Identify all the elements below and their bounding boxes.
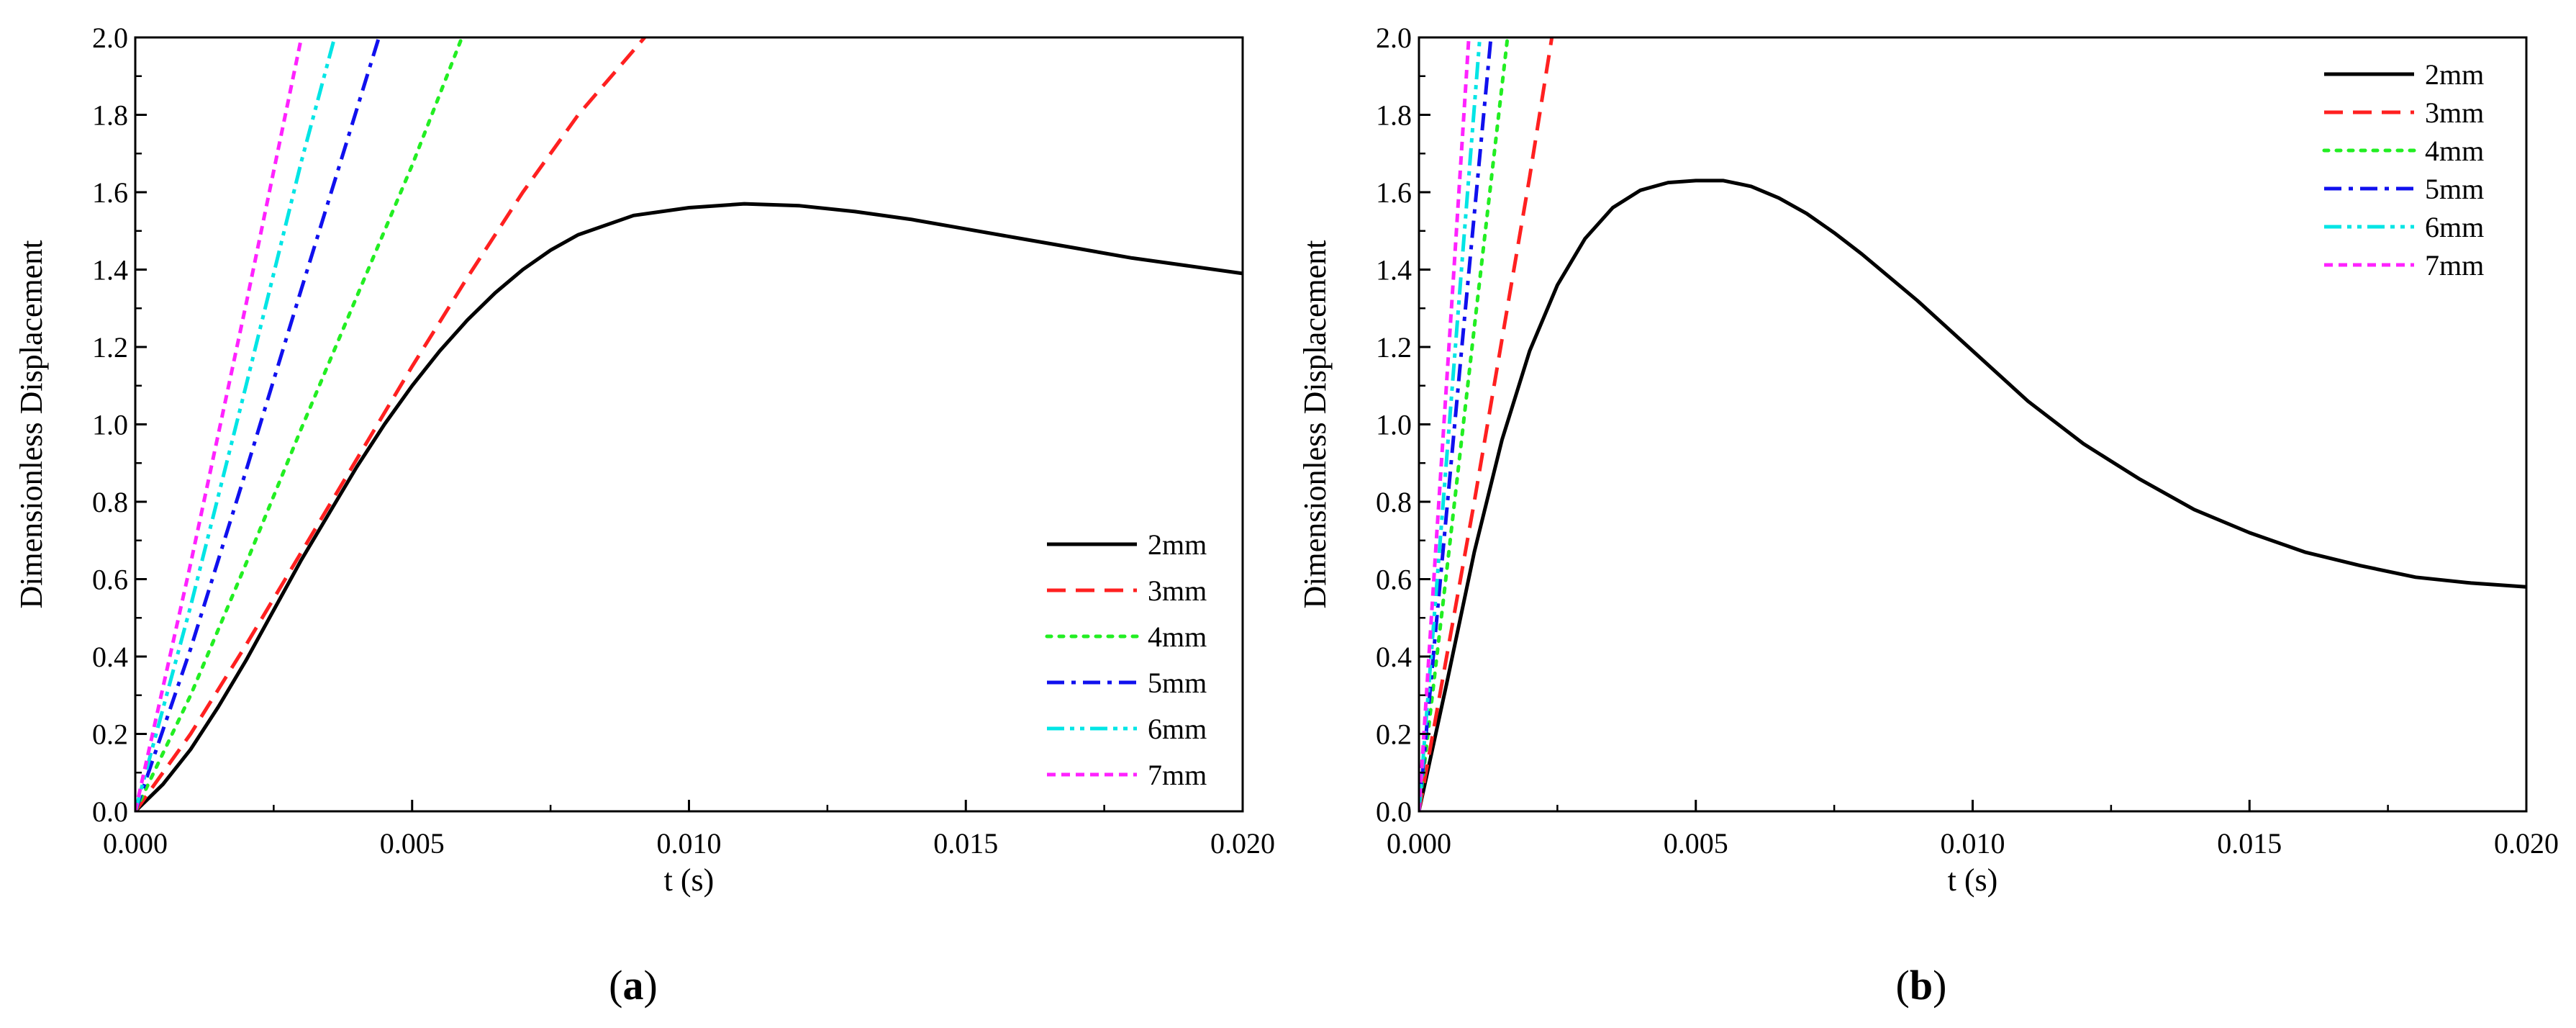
legend: 2mm 3mm 4mm 5mm 6mm 7mm [1045,528,1207,791]
x-tick-label: 0.010 [1941,827,2005,860]
series-line-4mm [135,37,464,811]
legend-label-6mm: 6mm [2425,211,2484,243]
y-tick-label: 1.0 [92,409,128,441]
series-line-6mm [135,37,337,811]
legend-label-3mm: 3mm [2425,96,2484,129]
series-line-6mm [1419,37,1482,811]
x-tick-label: 0.000 [1387,827,1451,860]
legend-label-6mm: 6mm [1148,713,1207,745]
series-group [135,37,1243,811]
y-tick-label: 0.8 [92,486,128,518]
y-tick-label: 1.6 [1376,176,1412,209]
y-tick-label: 0.8 [1376,486,1412,518]
y-tick-label: 0.4 [1376,641,1412,673]
series-line-2mm [135,202,1243,811]
legend-label-4mm: 4mm [1148,621,1207,653]
y-tick-label: 0.6 [1376,564,1412,596]
y-tick-label: 0.6 [92,564,128,596]
chart-panel-a: 0.0 0.2 0.4 0.6 0.8 1.0 1.2 1.4 1.6 1.8 2.0 0.000 0.… [14,22,1275,898]
legend-label-5mm: 5mm [1148,667,1207,699]
series-line-3mm [1419,37,1554,811]
y-tick-label: 1.8 [92,99,128,132]
y-tick-label: 0.2 [92,718,128,751]
x-tick-label: 0.005 [1664,827,1728,860]
x-tick-label: 0.015 [933,827,998,860]
x-axis-label: t (s) [664,862,715,898]
y-tick-label: 2.0 [1376,22,1412,54]
legend-label-3mm: 3mm [1148,574,1207,607]
panel-label-b: (b) [1896,962,1947,1009]
series-line-3mm [135,37,646,811]
y-tick-label: 1.2 [92,331,128,364]
panel-label-a: (a) [609,962,658,1009]
y-axis-label: Dimensionless Displacement [14,240,49,608]
x-tick-label: 0.020 [1210,827,1275,860]
plot-frame [1418,36,2528,813]
x-tick-label: 0.015 [2217,827,2282,860]
legend-label-7mm: 7mm [1148,759,1207,791]
legend-label-2mm: 2mm [1148,528,1207,561]
chart-panel-b: 0.0 0.2 0.4 0.6 0.8 1.0 1.2 1.4 1.6 1.8 2.0 0.000 0.… [1297,22,2559,898]
series-line-7mm [1419,37,1471,811]
legend-label-7mm: 7mm [2425,249,2484,281]
y-tick-label: 0.0 [1376,795,1412,828]
series-line-4mm [1419,37,1510,811]
x-tick-label: 0.020 [2494,827,2559,860]
y-tick-label: 1.2 [1376,331,1412,364]
series-group [1419,37,2526,811]
x-tick-label: 0.005 [380,827,445,860]
x-tick-label: 0.010 [657,827,722,860]
y-axis-label: Dimensionless Displacement [1297,240,1333,608]
y-tick-label: 1.4 [1376,254,1412,287]
legend-label-2mm: 2mm [2425,58,2484,91]
y-tick-label: 1.4 [92,254,128,287]
y-tick-label: 0.0 [92,795,128,828]
series-line-2mm [1419,179,2526,811]
y-tick-label: 0.2 [1376,718,1412,751]
y-tick-label: 1.0 [1376,409,1412,441]
legend-label-4mm: 4mm [2425,135,2484,167]
y-tick-label: 0.4 [92,641,128,673]
y-tick-label: 1.6 [92,176,128,209]
legend-label-5mm: 5mm [2425,173,2484,205]
x-tick-label: 0.000 [103,827,168,860]
x-axis-label: t (s) [1948,862,1998,898]
y-tick-label: 2.0 [92,22,128,54]
series-line-7mm [135,37,304,811]
series-line-5mm [135,37,381,811]
legend: 2mm 3mm 4mm 5mm 6mm 7mm [2322,58,2484,281]
y-tick-label: 1.8 [1376,99,1412,132]
